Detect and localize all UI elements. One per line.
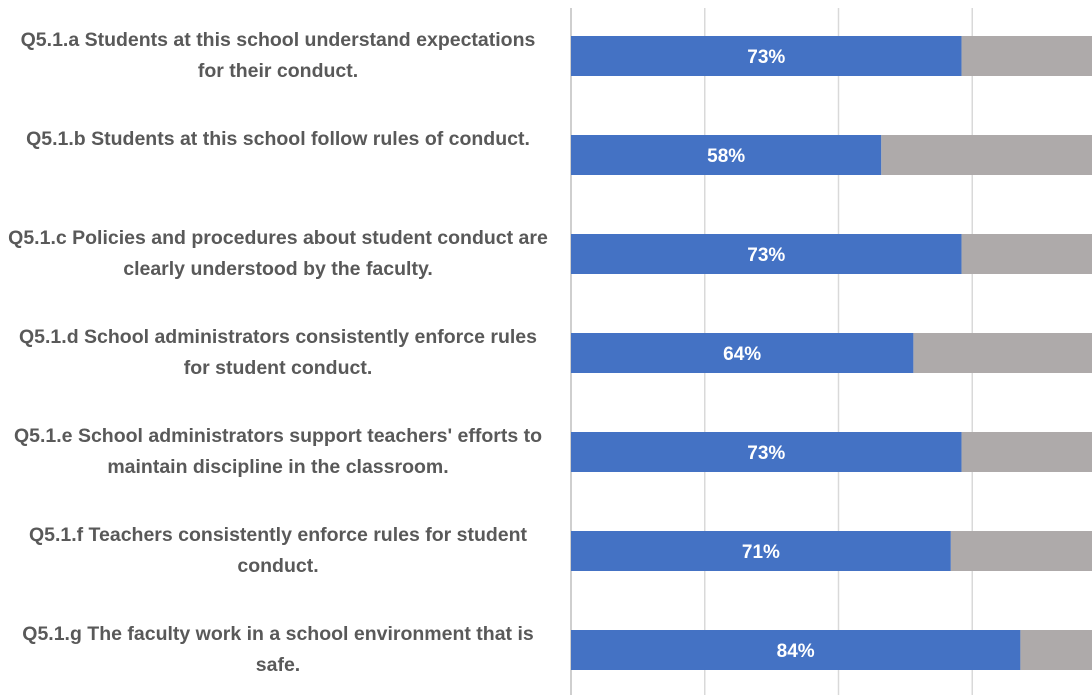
bar-remainder-5 xyxy=(961,432,1092,472)
category-label: Q5.1.a Students at this school understan… xyxy=(20,29,536,82)
bar-agree-3 xyxy=(571,234,962,274)
data-label: 58% xyxy=(707,146,745,167)
bar-agree-7 xyxy=(571,630,1021,670)
bar-remainder-1 xyxy=(961,36,1092,76)
data-label: 73% xyxy=(747,245,785,266)
bar-remainder-7 xyxy=(1020,630,1092,670)
data-label: 84% xyxy=(777,641,815,662)
data-label: 71% xyxy=(742,542,780,563)
bar-remainder-6 xyxy=(950,531,1092,571)
category-label: Q5.1.b Students at this school follow ru… xyxy=(26,128,530,150)
category-label: Q5.1.d School administrators consistentl… xyxy=(19,326,537,379)
data-label: 73% xyxy=(747,443,785,464)
data-label: 73% xyxy=(747,47,785,68)
bar-agree-4 xyxy=(571,333,914,373)
data-label: 64% xyxy=(723,344,761,365)
category-label: Q5.1.c Policies and procedures about stu… xyxy=(8,227,548,280)
bar-agree-5 xyxy=(571,432,962,472)
category-label: Q5.1.f Teachers consistently enforce rul… xyxy=(28,524,528,577)
bar-agree-6 xyxy=(571,531,951,571)
bar-remainder-2 xyxy=(881,135,1092,175)
bar-agree-1 xyxy=(571,36,962,76)
bar-remainder-4 xyxy=(913,333,1092,373)
bar-remainder-3 xyxy=(961,234,1092,274)
category-label: Q5.1.g The faculty work in a school envi… xyxy=(22,623,534,676)
category-label: Q5.1.e School administrators support tea… xyxy=(13,425,542,478)
bar-agree-2 xyxy=(571,135,882,175)
